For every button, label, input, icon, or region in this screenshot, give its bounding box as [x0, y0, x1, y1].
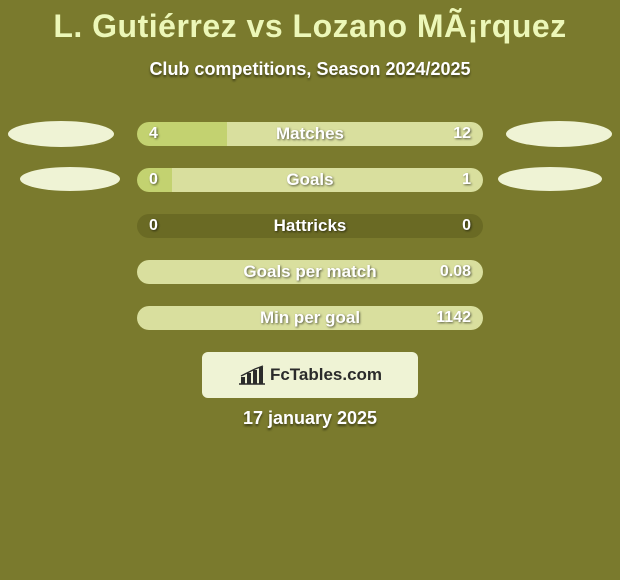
bar-chart-icon	[238, 365, 266, 385]
stat-rows: Matches412 Goals01 Hattricks0 0 Goals per ma…	[0, 116, 620, 346]
stat-bar-right	[172, 168, 483, 192]
stat-bar-right	[227, 122, 483, 146]
stat-bar: Goals01	[137, 168, 483, 192]
date-label: 17 january 2025	[0, 408, 620, 429]
stat-row: Hattricks0 0	[0, 208, 620, 254]
page-title: L. Gutiérrez vs Lozano MÃ¡rquez	[0, 0, 620, 45]
player-left-marker	[20, 167, 120, 191]
player-left-marker	[8, 121, 114, 147]
logo-text: FcTables.com	[270, 365, 382, 385]
stat-bar: Goals per match0.08	[137, 260, 483, 284]
player-right-marker	[506, 121, 612, 147]
stat-value-right: 0	[450, 214, 483, 238]
subtitle: Club competitions, Season 2024/2025	[0, 59, 620, 80]
stat-value-left: 0	[137, 214, 170, 238]
comparison-infographic: L. Gutiérrez vs Lozano MÃ¡rquez Club com…	[0, 0, 620, 580]
stat-bar-right	[137, 306, 483, 330]
stat-bar-right	[137, 260, 483, 284]
stat-bar: Min per goal1142	[137, 306, 483, 330]
stat-bar-left	[137, 122, 227, 146]
stat-bar: Hattricks0 0	[137, 214, 483, 238]
stat-bar-left	[137, 168, 172, 192]
stat-label: Hattricks	[137, 214, 483, 238]
fctables-logo[interactable]: FcTables.com	[202, 352, 418, 398]
stat-row: Min per goal1142	[0, 300, 620, 346]
stat-bar: Matches412	[137, 122, 483, 146]
player-right-marker	[498, 167, 602, 191]
stat-row: Matches412	[0, 116, 620, 162]
stat-row: Goals01	[0, 162, 620, 208]
stat-row: Goals per match0.08	[0, 254, 620, 300]
